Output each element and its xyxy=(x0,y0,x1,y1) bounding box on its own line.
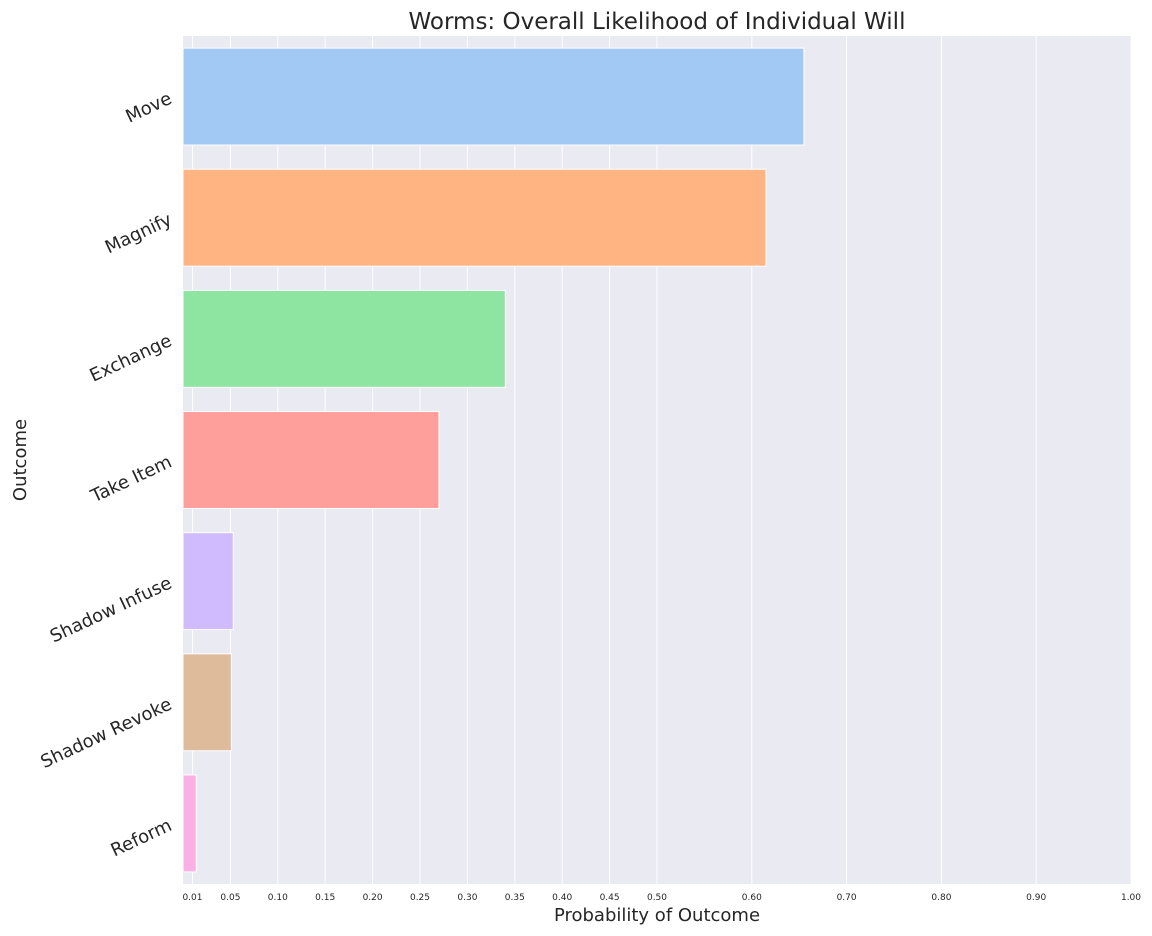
x-tick-label: 0.60 xyxy=(742,893,762,903)
category-label: Exchange xyxy=(87,330,176,386)
x-tick-label: 0.20 xyxy=(363,893,383,903)
x-tick-label: 0.30 xyxy=(457,893,477,903)
bar-move xyxy=(182,47,805,146)
category-label: Take Item xyxy=(87,451,175,507)
bar-magnify xyxy=(182,168,767,267)
category-label: Magnify xyxy=(102,209,176,258)
x-tick-label: 0.25 xyxy=(410,893,430,903)
bars xyxy=(182,47,805,873)
chart-title: Worms: Overall Likelihood of Individual … xyxy=(409,9,906,35)
category-labels: Move Magnify Exchange Take Item Shadow Infus… xyxy=(37,88,175,861)
category-label: Move xyxy=(122,88,175,127)
x-tick-label: 0.50 xyxy=(647,893,667,903)
category-label: Shadow Revoke xyxy=(37,694,175,773)
bar-reform xyxy=(182,774,197,873)
x-tick-label: 0.15 xyxy=(315,893,335,903)
x-tick-label: 0.70 xyxy=(837,893,857,903)
x-axis-label: Probability of Outcome xyxy=(554,905,760,926)
x-tick-label: 0.80 xyxy=(931,893,951,903)
x-tick-label: 0.35 xyxy=(505,893,525,903)
bar-exchange xyxy=(182,289,506,388)
bar-take-item xyxy=(182,411,440,509)
x-tick-label: 0.10 xyxy=(268,893,288,903)
x-tick-label: 0.01 xyxy=(182,893,202,903)
bar-shadow-revoke xyxy=(182,653,232,752)
x-tick-label: 0.05 xyxy=(220,893,240,903)
x-tick-labels: 0.01 0.05 0.10 0.15 0.20 0.25 0.30 0.35 0.40 0.45… xyxy=(182,893,1141,903)
x-tick-label: 0.90 xyxy=(1026,893,1046,903)
x-tick-label: 0.45 xyxy=(600,893,620,903)
x-tick-label: 1.00 xyxy=(1121,893,1141,903)
bar-shadow-infuse xyxy=(182,532,234,631)
x-tick-label: 0.40 xyxy=(552,893,572,903)
category-label: Shadow Infuse xyxy=(47,573,175,648)
y-axis-label: Outcome xyxy=(10,419,31,501)
category-label: Reform xyxy=(108,815,176,861)
